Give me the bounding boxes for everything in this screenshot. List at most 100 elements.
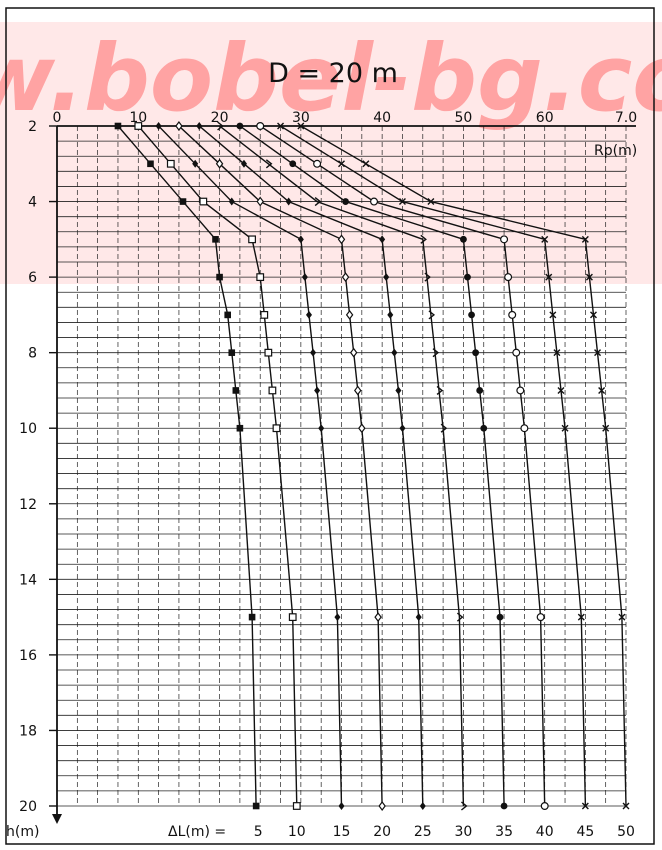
data-point (589, 311, 597, 319)
data-point (288, 613, 297, 622)
x-tick-label: 50 (455, 110, 473, 126)
series-10: 10 (134, 122, 306, 840)
data-point (520, 424, 529, 433)
watermark-band (0, 22, 662, 284)
x-axis-label: Rp(m) (594, 143, 637, 159)
data-point (334, 613, 341, 622)
data-point (179, 198, 187, 205)
data-point (358, 423, 366, 434)
data-point (297, 122, 305, 130)
data-point (310, 348, 317, 357)
y-tick-label: 4 (28, 195, 37, 211)
data-point (349, 347, 358, 358)
data-point (424, 272, 431, 282)
data-point (428, 310, 436, 320)
x-tick-label: 7.0 (615, 110, 637, 126)
data-point (387, 310, 394, 319)
data-point (496, 613, 504, 621)
data-point (215, 158, 224, 169)
data-point (342, 198, 349, 205)
chart-title: D = 20 m (268, 58, 398, 89)
data-point (440, 423, 448, 433)
data-point (228, 197, 235, 206)
y-tick-label: 10 (19, 421, 37, 437)
series-label: 20 (373, 824, 391, 840)
data-point (248, 613, 256, 621)
data-point (228, 349, 236, 356)
data-point (398, 198, 406, 206)
data-point (622, 802, 630, 810)
data-point (314, 386, 321, 395)
data-point (581, 802, 589, 810)
y-tick-label: 2 (28, 119, 37, 135)
data-point (268, 386, 277, 395)
data-point (264, 348, 273, 357)
outer-frame (5, 7, 655, 845)
series-layer: 5 10 15 20 25 30 35 40 45 50 (114, 121, 635, 840)
data-point (260, 310, 269, 319)
series-15: 15 (155, 122, 351, 840)
data-point (345, 309, 354, 320)
data-point (383, 273, 390, 282)
series-label: 25 (414, 824, 432, 840)
data-point (472, 349, 480, 357)
data-point (297, 235, 304, 244)
data-point (199, 197, 208, 206)
data-point (395, 386, 402, 395)
data-point (217, 121, 224, 131)
data-point (598, 386, 606, 394)
data-point (147, 160, 154, 168)
series-45: 45 (277, 122, 594, 840)
x-tick-label: 0 (53, 110, 62, 126)
data-point (337, 234, 346, 245)
data-point (354, 385, 362, 396)
data-point (313, 159, 322, 168)
y-tick-label: 16 (19, 648, 37, 664)
data-point (602, 424, 610, 432)
data-point (436, 385, 444, 395)
x-tick-label: 60 (536, 110, 554, 126)
series-label: 40 (536, 824, 554, 840)
data-point (561, 424, 569, 432)
data-point (468, 311, 475, 319)
data-point (196, 122, 203, 130)
data-point (553, 349, 561, 357)
data-point (508, 310, 517, 319)
series-label: 35 (495, 824, 513, 840)
data-point (460, 235, 467, 243)
data-point (285, 197, 292, 206)
data-point (272, 424, 281, 433)
data-point (504, 273, 513, 282)
data-point (545, 273, 553, 281)
data-point (419, 802, 426, 810)
data-point (236, 424, 244, 432)
series-5: 5 (114, 122, 263, 840)
data-point (476, 387, 484, 394)
data-point (500, 802, 508, 810)
y-tick-label: 6 (28, 270, 37, 286)
data-point (212, 236, 219, 243)
data-point (391, 348, 398, 357)
data-point (338, 160, 345, 168)
data-point (362, 160, 370, 168)
data-point (341, 272, 350, 283)
series-label: 5 (254, 824, 263, 840)
legend-prefix: ΔL(m) = (168, 824, 226, 840)
data-point (427, 198, 435, 206)
data-point (301, 273, 308, 282)
data-point (378, 801, 386, 811)
series-25: 25 (196, 122, 432, 840)
data-point (252, 802, 260, 810)
data-point (256, 273, 265, 282)
series-label: 15 (333, 824, 351, 840)
data-point (338, 802, 345, 810)
series-30: 30 (217, 121, 472, 840)
data-point (292, 802, 301, 810)
data-point (585, 273, 593, 281)
data-point (224, 311, 231, 319)
x-tick-label: 40 (373, 110, 391, 126)
x-tick-label: 30 (292, 110, 310, 126)
data-point (464, 273, 471, 281)
y-axis-label: h(m) (6, 824, 39, 840)
